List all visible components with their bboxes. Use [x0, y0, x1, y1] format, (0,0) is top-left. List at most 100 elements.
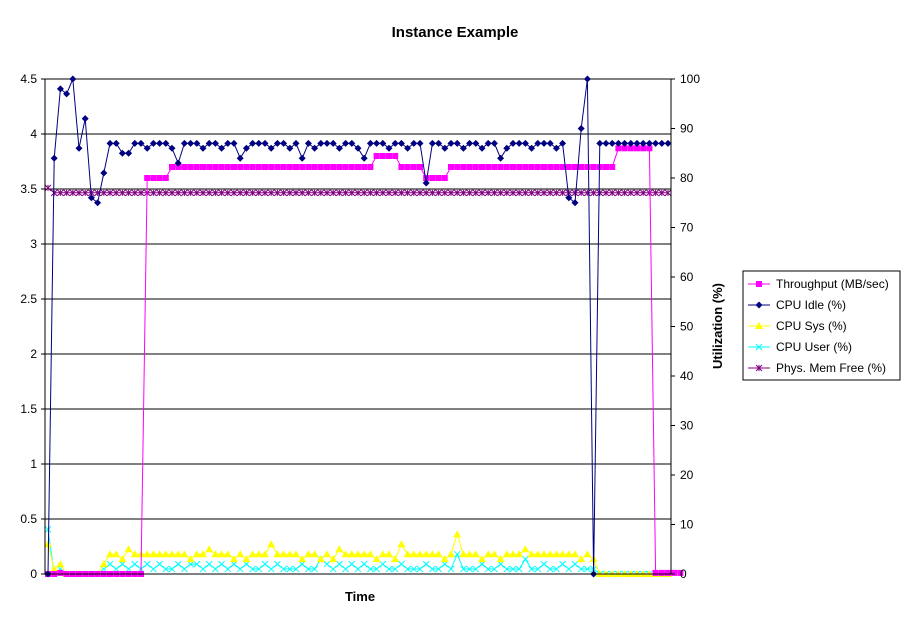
data-point-throughput-mb-sec	[435, 175, 442, 181]
data-point-cpu-sys	[223, 550, 232, 558]
data-point-phys-mem-free	[422, 189, 430, 197]
data-point-phys-mem-free	[261, 189, 269, 197]
data-point-cpu-idle	[416, 139, 424, 147]
data-point-throughput-mb-sec	[640, 145, 647, 152]
data-point-throughput-mb-sec	[590, 164, 597, 170]
data-point-cpu-sys	[106, 550, 114, 558]
data-point-cpu-idle	[497, 154, 505, 162]
data-point-cpu-user	[168, 565, 176, 573]
data-point-phys-mem-free	[323, 189, 331, 197]
data-point-cpu-user	[534, 565, 542, 573]
data-point-throughput-mb-sec	[621, 145, 628, 152]
data-point-cpu-sys	[341, 550, 350, 558]
data-point-phys-mem-free	[274, 189, 281, 197]
data-point-throughput-mb-sec	[627, 145, 634, 152]
data-point-cpu-user	[398, 560, 405, 568]
data-point-cpu-user	[249, 565, 256, 573]
data-point-cpu-idle	[69, 75, 77, 83]
data-point-throughput-mb-sec	[497, 164, 504, 170]
data-point-phys-mem-free	[199, 189, 207, 197]
data-point-phys-mem-free	[441, 189, 449, 197]
data-point-phys-mem-free	[212, 189, 219, 197]
data-point-cpu-sys	[471, 550, 480, 558]
data-point-cpu-idle	[174, 159, 182, 167]
legend-marker-phys-mem-free	[755, 364, 763, 372]
right-axis-label: Utilization (%)	[710, 283, 725, 369]
data-point-cpu-sys	[335, 545, 344, 553]
data-point-phys-mem-free	[63, 189, 70, 197]
data-point-cpu-sys	[422, 550, 431, 558]
legend-label-phys-mem-free: Phys. Mem Free (%)	[776, 361, 886, 375]
data-point-cpu-sys	[50, 565, 59, 573]
data-point-phys-mem-free	[646, 189, 653, 197]
series-throughput-mb-sec	[45, 145, 684, 577]
data-point-throughput-mb-sec	[466, 164, 473, 170]
data-point-cpu-sys	[366, 550, 375, 558]
data-point-cpu-idle	[242, 144, 250, 152]
data-point-cpu-idle	[552, 144, 560, 152]
data-point-phys-mem-free	[602, 189, 610, 197]
data-point-cpu-user	[540, 560, 548, 568]
data-point-cpu-idle	[571, 199, 579, 207]
data-point-phys-mem-free	[336, 189, 343, 197]
right-tick-label: 100	[680, 72, 700, 86]
data-point-cpu-sys	[571, 550, 579, 558]
data-point-cpu-idle	[627, 139, 635, 147]
data-point-cpu-user	[106, 560, 114, 568]
data-point-cpu-idle	[652, 139, 660, 147]
data-point-cpu-user	[466, 565, 473, 573]
data-point-throughput-mb-sec	[448, 164, 454, 170]
data-point-cpu-sys	[124, 545, 133, 553]
data-point-cpu-user	[447, 565, 455, 573]
data-point-phys-mem-free	[305, 189, 312, 197]
data-point-phys-mem-free	[168, 189, 176, 197]
data-point-phys-mem-free	[429, 189, 436, 197]
data-point-throughput-mb-sec	[671, 569, 678, 576]
data-point-cpu-idle	[311, 144, 319, 152]
data-point-cpu-idle	[100, 169, 108, 177]
data-point-cpu-idle	[379, 139, 387, 147]
data-point-cpu-user	[391, 565, 399, 573]
data-point-cpu-user	[584, 565, 591, 573]
data-point-cpu-sys	[211, 550, 220, 558]
series-line-throughput-mb-sec	[48, 147, 681, 575]
data-point-phys-mem-free	[379, 189, 387, 197]
data-point-cpu-sys	[310, 550, 319, 558]
data-point-cpu-sys	[378, 550, 387, 558]
data-point-phys-mem-free	[571, 189, 579, 197]
data-point-cpu-user	[342, 565, 349, 573]
data-point-cpu-user	[385, 565, 393, 573]
data-point-throughput-mb-sec	[286, 164, 293, 170]
data-point-cpu-sys	[354, 550, 362, 558]
data-point-cpu-idle	[218, 144, 226, 152]
data-point-phys-mem-free	[205, 189, 213, 197]
data-point-cpu-user	[205, 560, 213, 568]
data-point-throughput-mb-sec	[392, 153, 399, 159]
data-point-cpu-user	[577, 565, 585, 573]
data-point-cpu-idle	[577, 125, 585, 132]
data-point-throughput-mb-sec	[237, 164, 244, 170]
data-point-phys-mem-free	[503, 189, 511, 197]
data-point-cpu-idle	[143, 144, 151, 152]
data-point-cpu-idle	[459, 144, 467, 152]
data-point-phys-mem-free	[150, 189, 157, 197]
data-point-cpu-idle	[292, 139, 300, 147]
data-point-phys-mem-free	[367, 189, 374, 197]
legend-label-throughput-mb-sec: Throughput (MB/sec)	[776, 277, 889, 291]
data-point-cpu-idle	[329, 139, 337, 147]
left-tick-label: 1	[30, 457, 37, 471]
data-point-cpu-user	[515, 565, 523, 573]
data-point-phys-mem-free	[354, 189, 362, 197]
data-point-cpu-sys	[230, 555, 238, 563]
data-point-cpu-idle	[397, 139, 405, 147]
left-tick-label: 1.5	[20, 402, 37, 416]
data-point-cpu-user	[236, 565, 244, 573]
data-point-cpu-user	[329, 565, 337, 573]
data-point-phys-mem-free	[658, 189, 666, 197]
left-tick-label: 0.5	[20, 512, 37, 526]
data-point-cpu-sys	[434, 550, 443, 558]
right-tick-label: 50	[680, 320, 694, 334]
data-point-phys-mem-free	[515, 189, 523, 197]
data-point-cpu-sys	[540, 550, 548, 558]
data-point-throughput-mb-sec	[330, 164, 337, 170]
